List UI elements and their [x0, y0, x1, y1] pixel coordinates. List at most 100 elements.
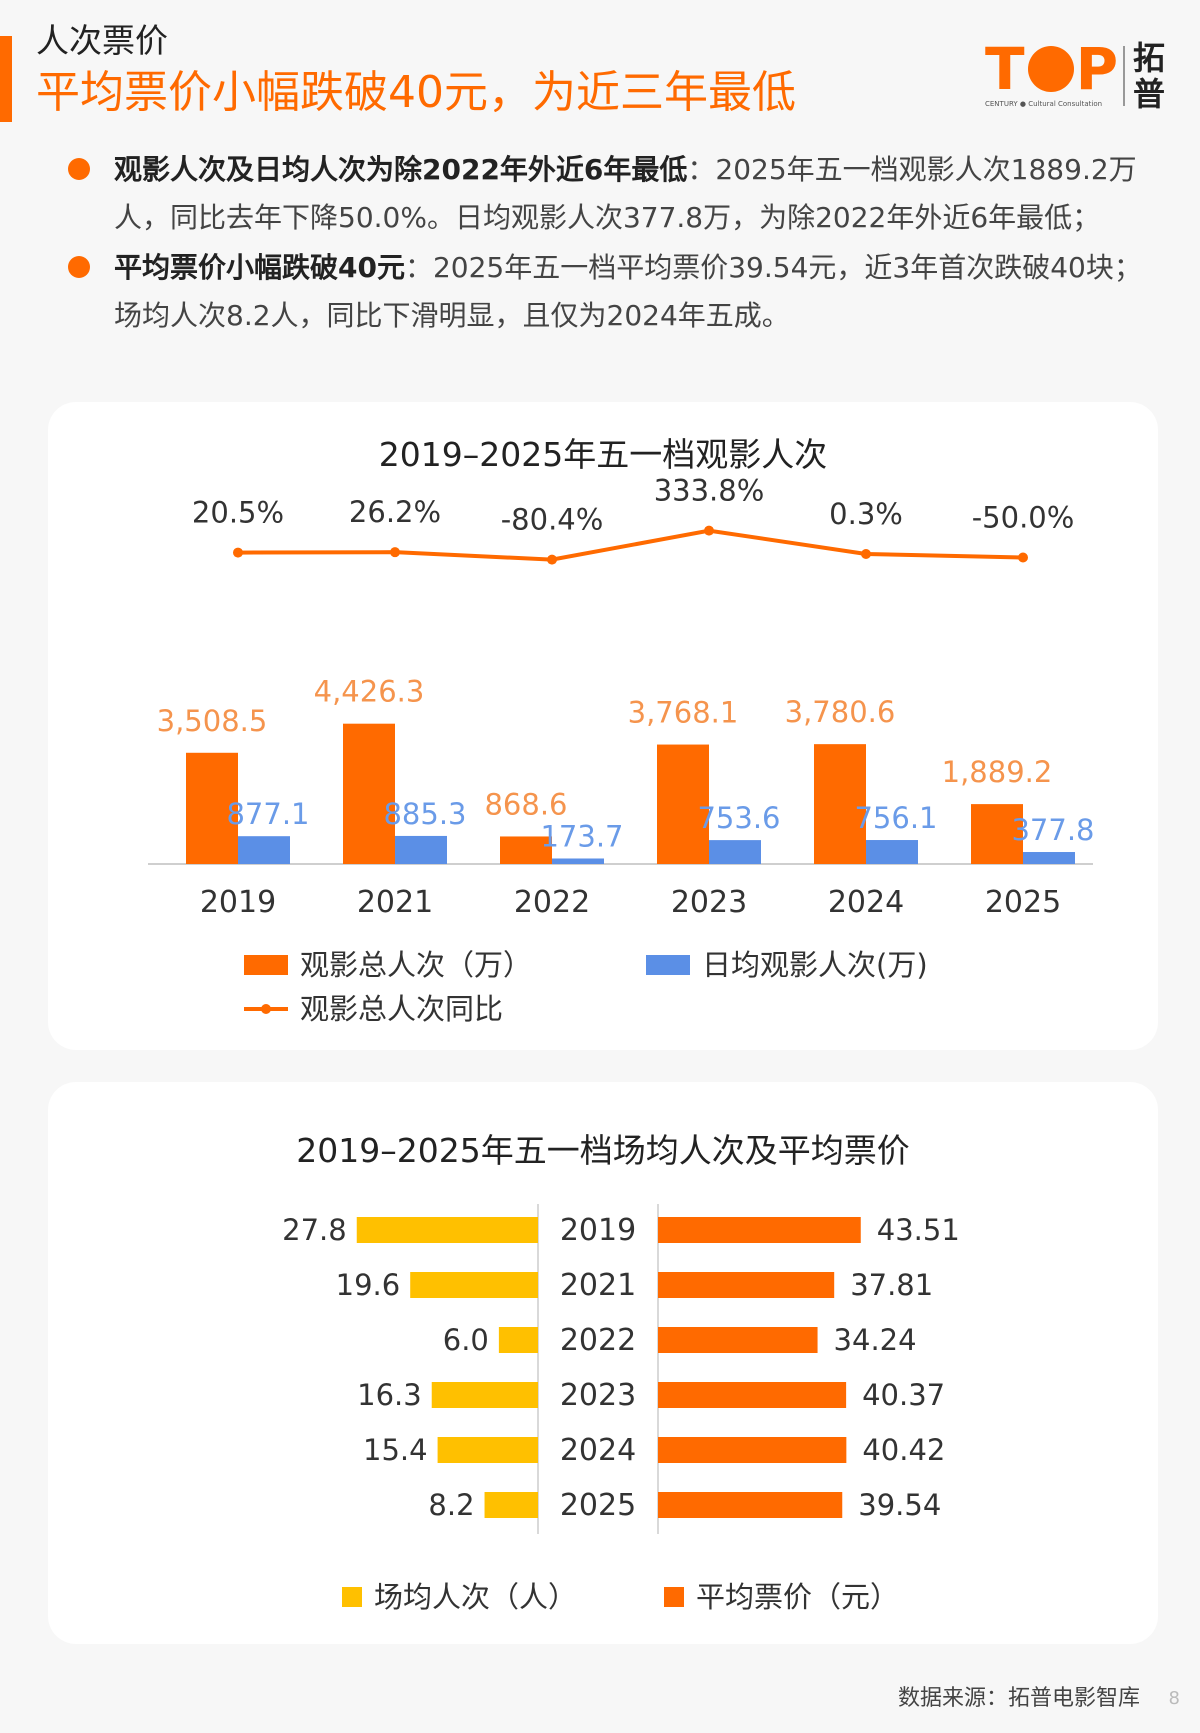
- x-tick-label: 2022: [514, 885, 590, 920]
- attendance-chart-card: 2019–2025年五一档观影人次 3,508.5 877.1 2019 4,426.…: [48, 402, 1158, 1050]
- data-label-seat: 19.6: [336, 1268, 401, 1302]
- data-label-price: 43.51: [877, 1213, 960, 1247]
- bar-avg-price: [658, 1327, 818, 1353]
- summary-bullets: 观影人次及日均人次为除2022年外近6年最低：2025年五一档观影人次1889.…: [66, 146, 1146, 340]
- category-label: 2019: [560, 1213, 636, 1248]
- data-label-total: 3,768.1: [628, 696, 739, 730]
- bar-total-attendance: [186, 752, 238, 864]
- legend-label: 场均人次（人）: [374, 1580, 577, 1614]
- yoy-point: [233, 547, 243, 558]
- bar-seat-attendance: [410, 1272, 538, 1298]
- data-label-total: 4,426.3: [314, 675, 425, 709]
- bar-total-attendance: [500, 836, 552, 864]
- page-headline: 平均票价小幅跌破40元，为近三年最低: [36, 67, 796, 118]
- category-label: 2023: [560, 1378, 636, 1413]
- header-accent-bar: [0, 36, 12, 122]
- data-label-price: 40.42: [862, 1433, 945, 1467]
- yoy-point: [1018, 552, 1028, 563]
- data-label-daily: 877.1: [226, 797, 309, 831]
- chart-title: 2019–2025年五一档场均人次及平均票价: [296, 1131, 910, 1170]
- data-label-yoy: -80.4%: [501, 503, 604, 537]
- bar-seat-attendance: [431, 1382, 538, 1408]
- bullet-bold: 观影人次及日均人次为除2022年外近6年最低: [114, 153, 688, 186]
- attendance-chart: 3,508.5 877.1 2019 4,426.3 885.3 2021 868.6173…: [148, 474, 1095, 1026]
- bar-total-attendance: [971, 804, 1023, 864]
- bullet-bold: 平均票价小幅跌破40元: [114, 251, 405, 284]
- data-label-yoy: 0.3%: [829, 497, 903, 531]
- bar-daily-attendance: [709, 840, 761, 864]
- data-label-seat: 15.4: [363, 1433, 428, 1467]
- data-label-total: 1,889.2: [942, 755, 1053, 789]
- data-label-daily: 377.8: [1011, 813, 1094, 847]
- yoy-point: [704, 525, 714, 536]
- data-label-seat: 8.2: [428, 1488, 474, 1522]
- bar-avg-price: [658, 1272, 835, 1298]
- data-label-seat: 16.3: [357, 1378, 422, 1412]
- x-tick-label: 2019: [200, 885, 276, 920]
- price-chart-card: 2019–2025年五一档场均人次及平均票价 27.8 2019 43.51 19.6…: [48, 1082, 1158, 1644]
- chart-title: 2019–2025年五一档观影人次: [378, 435, 828, 474]
- legend-marker-icon: [261, 1004, 271, 1014]
- data-label-daily: 756.1: [854, 801, 937, 835]
- legend-swatch-icon: [342, 1587, 362, 1607]
- yoy-point: [861, 548, 871, 559]
- category-label: 2024: [560, 1433, 636, 1468]
- bar-total-attendance: [657, 744, 709, 864]
- section-label: 人次票价: [36, 21, 168, 60]
- price-chart: 27.8 2019 43.51 19.6 2021 37.81 6.0 2022 34.24 16…: [282, 1204, 960, 1614]
- x-tick-label: 2021: [357, 885, 433, 920]
- bar-daily-attendance: [238, 836, 290, 864]
- bullet-text: ：2025年五一档平均票价39.54元，近3年首次跌破40块；场均人次8.2人，…: [114, 251, 1142, 332]
- bar-daily-attendance: [395, 835, 447, 864]
- bar-seat-attendance: [356, 1217, 538, 1243]
- bullet-item: 平均票价小幅跌破40元：2025年五一档平均票价39.54元，近3年首次跌破40…: [66, 244, 1146, 340]
- data-label-daily: 753.6: [697, 801, 780, 835]
- yoy-point: [547, 554, 557, 565]
- data-label-total: 868.6: [484, 787, 567, 821]
- bar-total-attendance: [814, 744, 866, 864]
- data-label-daily: 885.3: [383, 797, 466, 831]
- data-label-price: 34.24: [834, 1323, 917, 1357]
- data-label-price: 39.54: [858, 1488, 941, 1522]
- bullet-dot-icon: [68, 158, 90, 180]
- x-tick-label: 2025: [985, 885, 1061, 920]
- data-label-seat: 27.8: [282, 1213, 347, 1247]
- logo-chinese: 拓普: [1133, 39, 1166, 113]
- bar-avg-price: [658, 1217, 861, 1243]
- data-label-total: 3,780.6: [785, 695, 896, 729]
- data-label-yoy: 333.8%: [654, 474, 765, 508]
- bullet-text: ：2025年五一档观影人次1889.2万人，同比去年下降50.0%。日均观影人次…: [114, 153, 1137, 234]
- data-label-total: 3,508.5: [157, 704, 268, 738]
- page-number: 8: [1168, 1688, 1180, 1709]
- logo-o-mark: [1027, 45, 1074, 92]
- data-label-yoy: 20.5%: [192, 496, 284, 530]
- category-label: 2021: [560, 1268, 636, 1303]
- data-label-price: 40.37: [862, 1378, 945, 1412]
- bullet-item: 观影人次及日均人次为除2022年外近6年最低：2025年五一档观影人次1889.…: [66, 146, 1146, 242]
- bar-daily-attendance: [866, 840, 918, 864]
- yoy-line: [237, 528, 1024, 562]
- legend-swatch-icon: [664, 1587, 684, 1607]
- data-source: 数据来源：拓普电影智库: [897, 1686, 1140, 1711]
- bar-avg-price: [658, 1382, 847, 1408]
- logo-subtitle: CENTURY ● Cultural Consultation: [985, 100, 1103, 108]
- bar-seat-attendance: [484, 1492, 538, 1518]
- data-label-daily: 173.7: [540, 819, 623, 853]
- legend-swatch-icon: [244, 955, 288, 975]
- category-label: 2025: [560, 1488, 636, 1523]
- bar-seat-attendance: [437, 1437, 538, 1463]
- bar-avg-price: [658, 1437, 847, 1463]
- legend-label: 日均观影人次(万): [702, 948, 928, 982]
- legend-swatch-icon: [646, 955, 690, 975]
- legend-label: 观影总人次（万）: [300, 948, 532, 982]
- bar-seat-attendance: [498, 1327, 538, 1353]
- category-label: 2022: [560, 1323, 636, 1358]
- legend-label: 观影总人次同比: [300, 992, 503, 1026]
- logo-separator: [1123, 46, 1125, 106]
- bar-daily-attendance: [552, 858, 604, 864]
- legend-label: 平均票价（元）: [696, 1580, 899, 1614]
- x-tick-label: 2024: [828, 885, 904, 920]
- x-tick-label: 2023: [671, 885, 747, 920]
